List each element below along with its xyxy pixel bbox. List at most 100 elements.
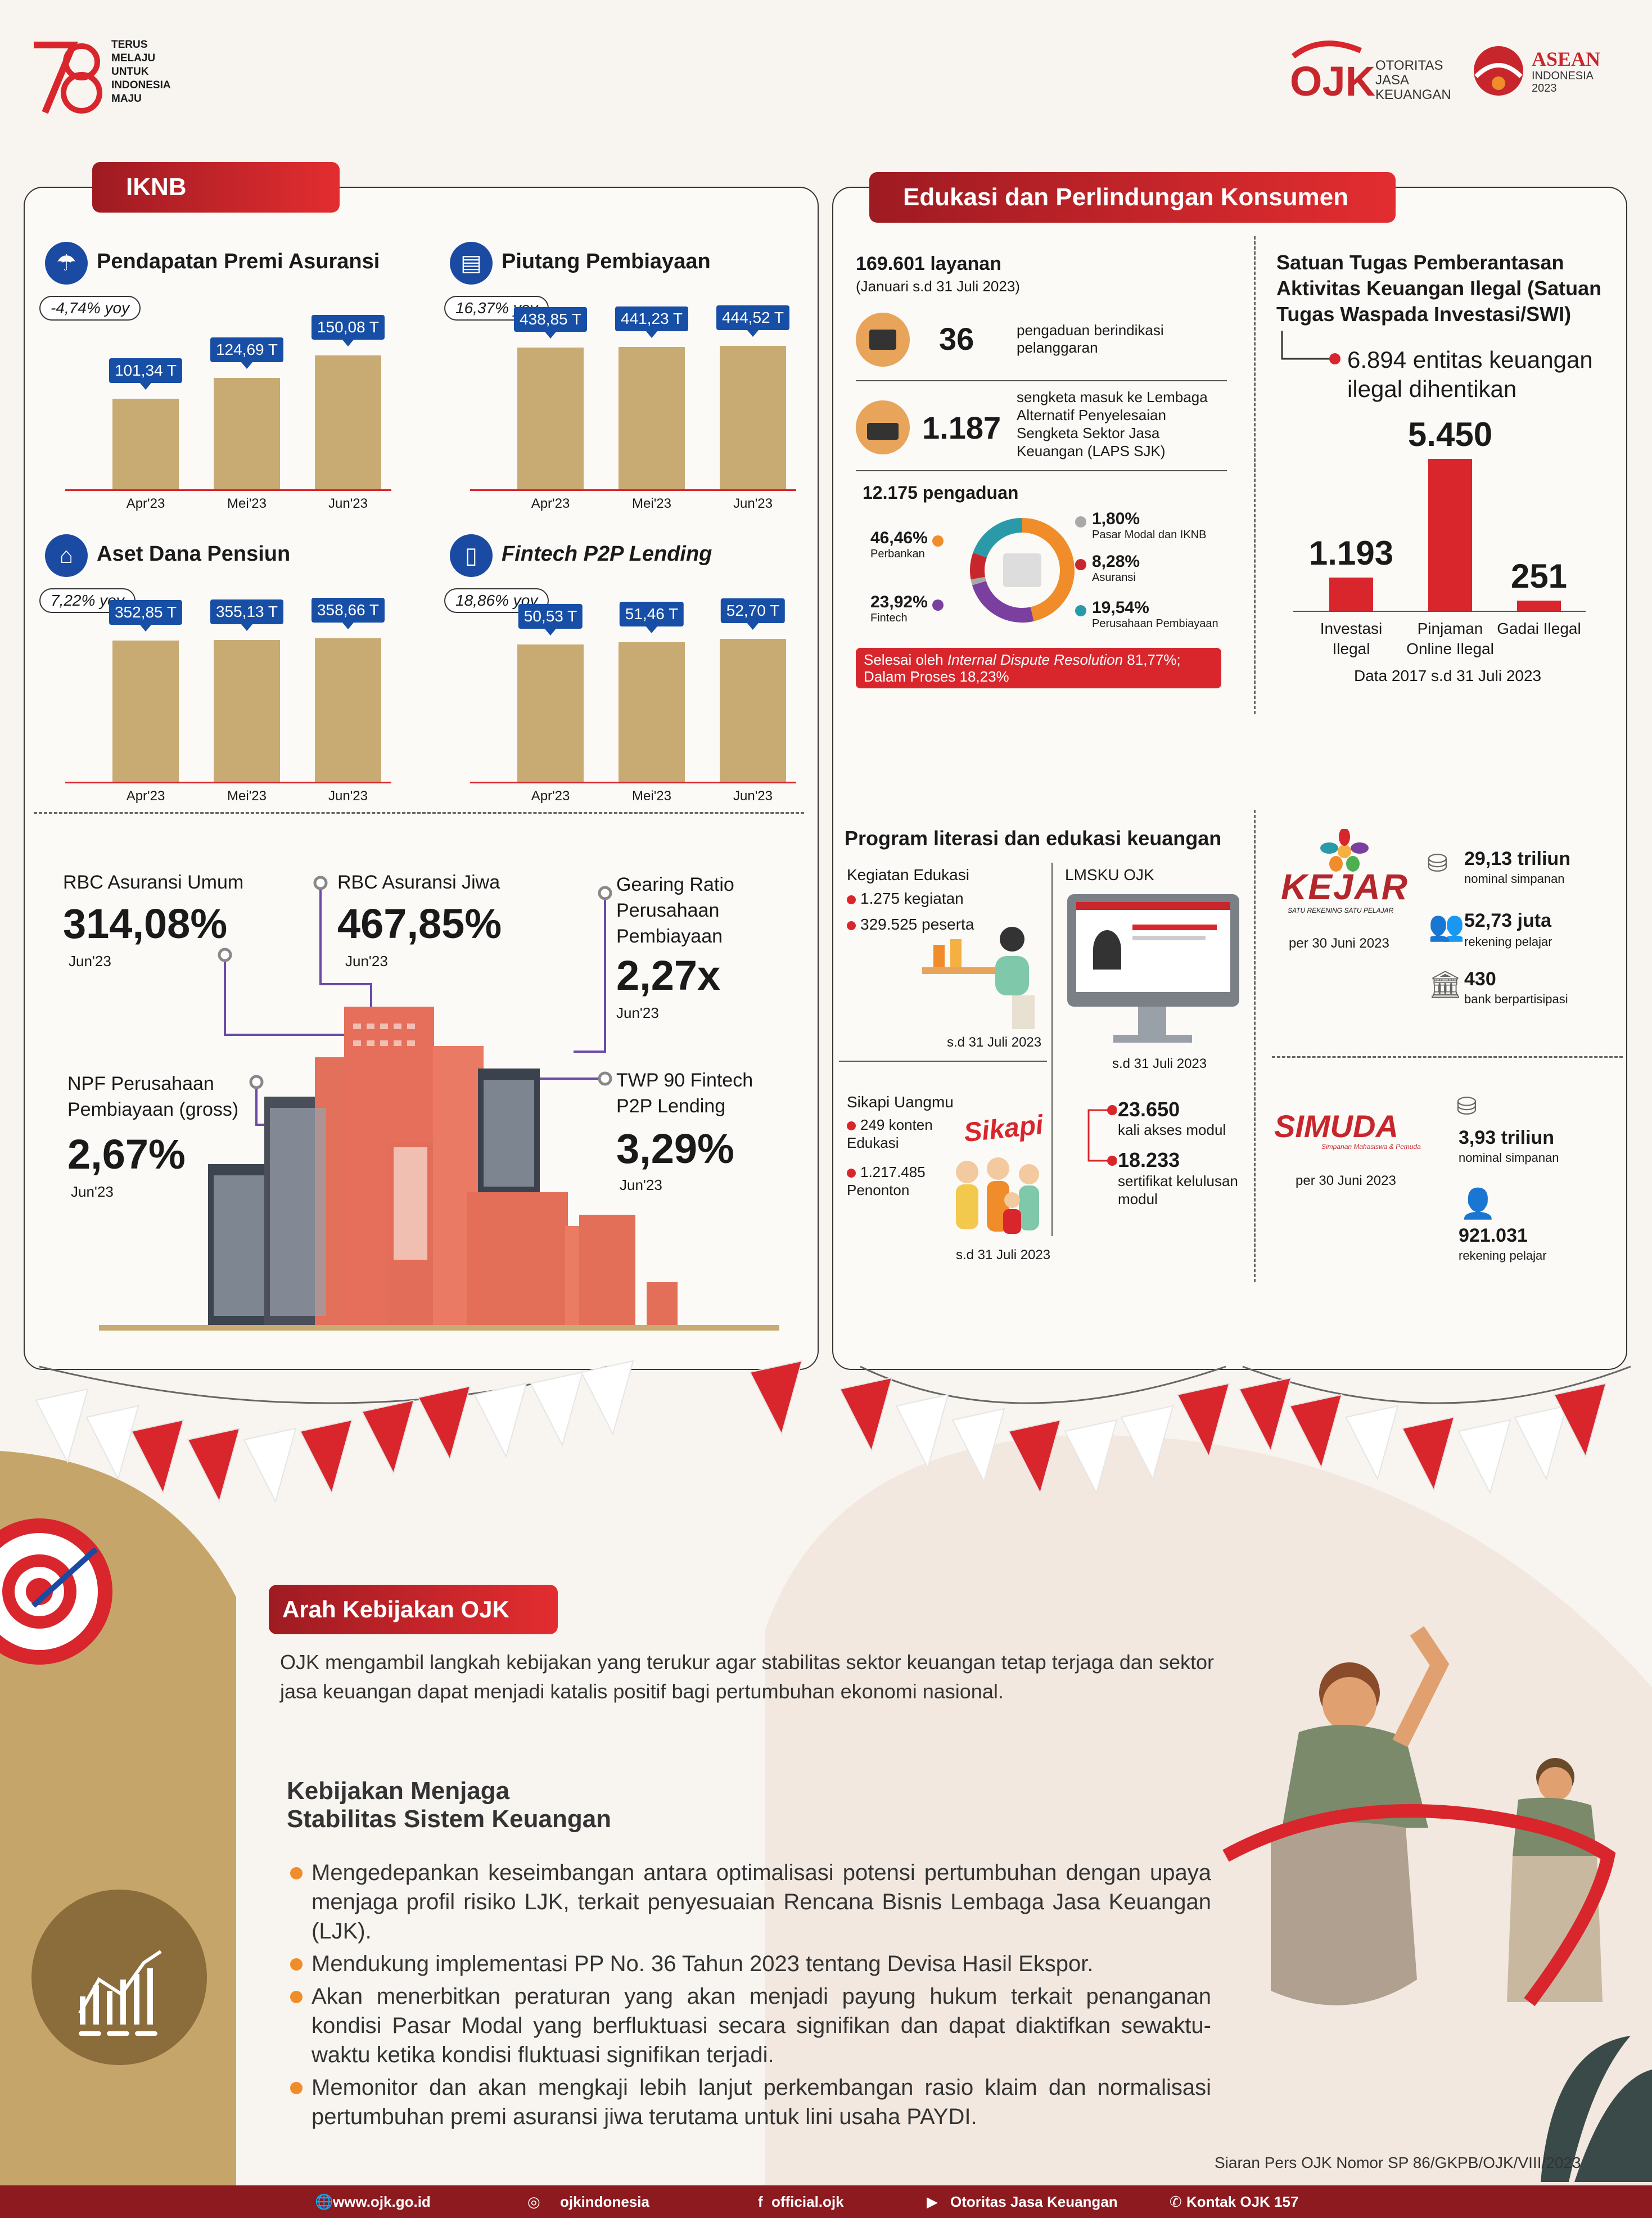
- npf-value: 2,67%: [67, 1131, 186, 1178]
- yoy-badge: -4,74% yoy: [39, 296, 141, 321]
- donut-label: 1,80% Pasar Modal dan IKNB: [1075, 510, 1206, 542]
- bunting-flag: [243, 1427, 297, 1503]
- footer: 🌐 www.ojk.go.id ◎ ojkindonesia f officia…: [0, 2185, 1652, 2218]
- chart-baseline: [65, 782, 391, 783]
- lmsku-akses-value: 23.650: [1118, 1098, 1180, 1121]
- asean-logo: [1468, 43, 1529, 99]
- x-tick-label: Apr'23: [531, 788, 570, 804]
- bunting-flag: [1289, 1394, 1343, 1469]
- satgas-bracket: [1281, 331, 1340, 364]
- divider-1: [856, 380, 1227, 381]
- bunting-flag: [1008, 1419, 1062, 1495]
- donut-category: Fintech: [870, 612, 908, 624]
- bar: [517, 347, 584, 489]
- resolution-text-a: Selesai oleh: [864, 651, 947, 668]
- logo-78-text: TERUS MELAJU UNTUK INDONESIA MAJU: [111, 39, 170, 105]
- facebook-icon: f: [758, 2193, 763, 2210]
- donut-slice: [1022, 518, 1075, 621]
- arah-subtitle-1: Kebijakan Menjaga: [287, 1777, 510, 1805]
- bunting-flag: [299, 1419, 353, 1495]
- person-icon: 👤: [1460, 1188, 1496, 1220]
- logo-78: [28, 34, 107, 118]
- bar-value-label: 358,66 T: [311, 598, 385, 630]
- footer-social[interactable]: ojkindonesia: [560, 2193, 649, 2210]
- asean-emblem-icon: [1474, 46, 1523, 96]
- asean-title: ASEAN: [1532, 48, 1601, 70]
- donut-label: 23,92% Fintech: [870, 593, 944, 625]
- coins-icon: ⛁: [1427, 850, 1448, 877]
- rbc-umum-value: 314,08%: [63, 900, 228, 947]
- donut-category: Perbankan: [870, 548, 925, 560]
- bunting-flag: [1553, 1382, 1607, 1458]
- footer-web[interactable]: www.ojk.go.id: [333, 2193, 431, 2210]
- edukasi-vdivider: [1254, 236, 1256, 714]
- satgas-bar-value: 5.450: [1407, 416, 1493, 453]
- svg-text:OJK: OJK: [1290, 58, 1375, 101]
- gearing-label: Gearing Ratio Perusahaan Pembiayaan: [616, 874, 734, 947]
- footer-yt[interactable]: Otoritas Jasa Keuangan: [950, 2193, 1118, 2210]
- policy-bullet: Mendukung implementasi PP No. 36 Tahun 2…: [287, 1949, 1211, 1978]
- arah-subtitle-2: Stabilitas Sistem Keuangan: [287, 1805, 612, 1833]
- kejar-s3-label: bank berpartisipasi: [1464, 992, 1568, 1006]
- satgas-bar: [1428, 459, 1472, 611]
- bar: [214, 639, 280, 782]
- resolution-text-b: 81,77%;: [1123, 651, 1181, 668]
- legend-dot: [1075, 558, 1086, 570]
- legend-dot: [1075, 605, 1086, 616]
- youtube-icon: ▶: [927, 2193, 938, 2210]
- line-chart-icon: [78, 1950, 162, 2036]
- resolution-text-c: Dalam Proses 18,23%: [864, 668, 1009, 685]
- bar: [619, 346, 685, 489]
- legend-dot: [932, 535, 944, 547]
- phone-icon: ▯: [450, 534, 493, 577]
- kejar-logo: KEJAR: [1281, 867, 1409, 907]
- rbc-jiwa-value: 467,85%: [337, 900, 502, 947]
- satgas-bar: [1517, 601, 1561, 611]
- satgas-bar-value: 251: [1510, 557, 1568, 595]
- bar: [112, 399, 179, 489]
- pengaduan-total: 12.175 pengaduan: [863, 483, 1019, 503]
- card-title: Piutang Pembiayaan: [502, 250, 711, 273]
- bunting-flag: [1401, 1416, 1455, 1492]
- simuda-date: per 30 Juni 2023: [1296, 1173, 1396, 1188]
- siaran-pers: Siaran Pers OJK Nomor SP 86/GKPB/OJK/VII…: [1215, 2154, 1581, 2171]
- bunting-flag: [417, 1385, 471, 1461]
- satgas-bar-category: Investasi Ilegal: [1320, 620, 1383, 657]
- footer-fb[interactable]: official.ojk: [771, 2193, 844, 2210]
- footer-kontak[interactable]: Kontak OJK 157: [1186, 2193, 1299, 2210]
- kejar-date: per 30 Juni 2023: [1289, 936, 1389, 951]
- phone-icon: ✆: [1170, 2193, 1182, 2210]
- x-tick-label: Mei'23: [632, 496, 671, 511]
- x-tick-label: Mei'23: [632, 788, 671, 804]
- lmsku-sertifikat-value: 18.233: [1118, 1148, 1180, 1171]
- pengaduan-text: pengaduan berindikasi pelanggaran: [1017, 322, 1164, 356]
- donut-value: 8,28%: [1092, 552, 1140, 571]
- lmsku-vline: [1051, 863, 1053, 1236]
- x-tick-label: Apr'23: [126, 788, 165, 804]
- donut-value: 19,54%: [1092, 598, 1149, 617]
- arah-title: Arah Kebijakan OJK: [269, 1585, 558, 1634]
- kegiatan-2: 329.525 peserta: [847, 916, 974, 934]
- sikapi-date: s.d 31 Juli 2023: [956, 1247, 1051, 1263]
- gearing-value: 2,27x: [616, 952, 721, 999]
- satgas-entitas: 6.894 entitas keuangan ilegal dihentikan: [1347, 346, 1593, 402]
- document-icon: [1003, 553, 1041, 587]
- target-icon: [0, 1518, 112, 1665]
- twp-date: Jun'23: [620, 1176, 662, 1193]
- satgas-period: Data 2017 s.d 31 Juli 2023: [1354, 667, 1542, 684]
- kejar-tagline: SATU REKENING SATU PELAJAR: [1288, 907, 1394, 914]
- bank-icon: 🏛: [1428, 970, 1463, 1000]
- resolution-text-em: Internal Dispute Resolution: [947, 651, 1123, 668]
- literasi-vdivider: [1254, 810, 1256, 1282]
- arah-intro: OJK mengambil langkah kebijakan yang ter…: [280, 1651, 1214, 1703]
- bunting-flag: [1064, 1419, 1118, 1495]
- kejar-s2-value: 52,73 juta: [1464, 910, 1551, 931]
- instagram-icon: ◎: [527, 2193, 540, 2210]
- simuda-s1-value: 3,93 triliun: [1459, 1127, 1555, 1148]
- resolution-box: Selesai oleh Internal Dispute Resolution…: [856, 648, 1221, 688]
- bar-value-label: 150,08 T: [311, 314, 385, 346]
- donut-label: 8,28% Asuransi: [1075, 552, 1140, 584]
- x-tick-label: Apr'23: [531, 496, 570, 511]
- bunting-flag: [130, 1419, 184, 1495]
- policy-bullet: Akan menerbitkan peraturan yang akan men…: [287, 1982, 1211, 2070]
